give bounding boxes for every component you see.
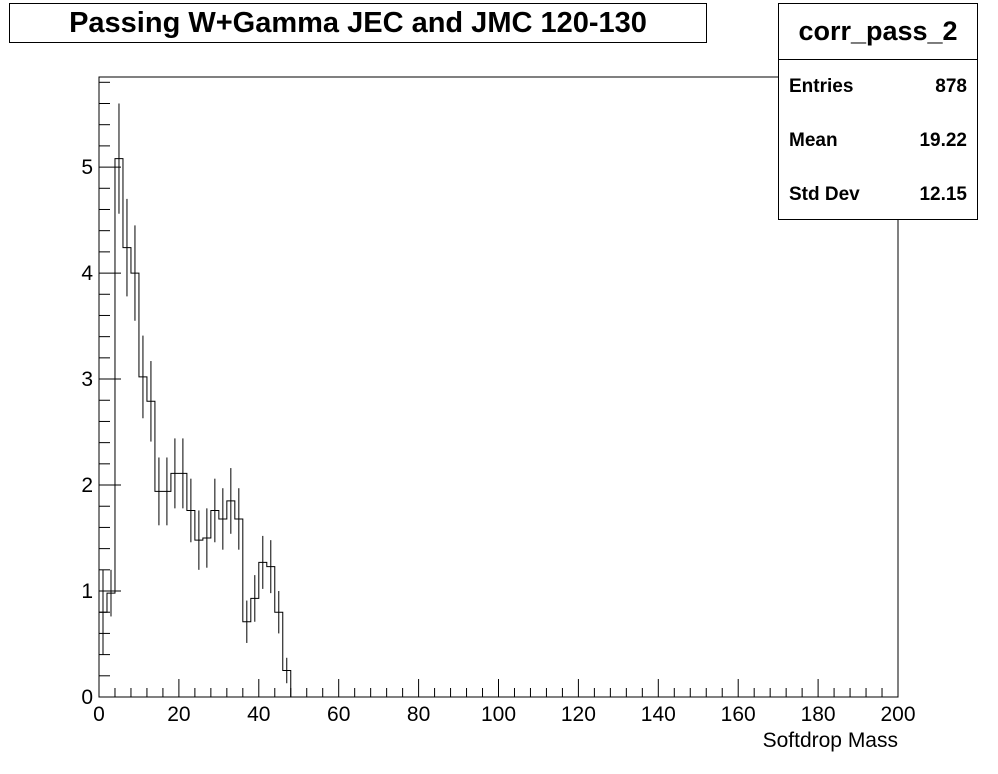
stats-row-entries: Entries 878: [789, 75, 967, 99]
y-axis-ticks: [99, 81, 121, 698]
histogram-outline: [98, 158, 299, 698]
x-tick-label: 100: [481, 703, 516, 726]
x-tick-label: 140: [641, 703, 676, 726]
x-tick-label: 180: [801, 703, 836, 726]
x-axis-label: Softdrop Mass: [763, 729, 898, 752]
x-tick-label: 20: [167, 703, 190, 726]
stats-histogram-name: corr_pass_2: [779, 4, 977, 60]
x-tick-label: 160: [721, 703, 756, 726]
stats-value: 878: [935, 76, 967, 97]
x-axis-ticks: [98, 679, 899, 697]
stats-value: 12.15: [919, 184, 967, 205]
chart-title: Passing W+Gamma JEC and JMC 120-130: [9, 3, 707, 43]
x-tick-label: 200: [880, 703, 915, 726]
y-tick-label: 5: [81, 156, 93, 179]
stats-label: Std Dev: [789, 184, 860, 205]
stats-label: Entries: [789, 76, 854, 97]
stats-box: corr_pass_2 Entries 878 Mean 19.22 Std D…: [778, 3, 978, 220]
stats-row-stddev: Std Dev 12.15: [789, 183, 967, 207]
x-axis-tick-labels: 0 20 40 60 80 100 120 140 160 180 200: [93, 703, 915, 726]
stats-row-mean: Mean 19.22: [789, 129, 967, 153]
y-tick-label: 0: [81, 686, 93, 709]
x-tick-label: 40: [247, 703, 270, 726]
x-tick-label: 60: [327, 703, 350, 726]
x-tick-label: 120: [561, 703, 596, 726]
x-tick-label: 80: [407, 703, 430, 726]
y-tick-label: 1: [81, 580, 93, 603]
y-axis-tick-labels: 0 1 2 3 4 5: [81, 156, 93, 709]
y-tick-label: 3: [81, 368, 93, 391]
stats-value: 19.22: [919, 130, 967, 151]
y-tick-label: 4: [81, 262, 93, 285]
y-tick-label: 2: [81, 474, 93, 497]
x-tick-label: 0: [93, 703, 105, 726]
stats-label: Mean: [789, 130, 838, 151]
